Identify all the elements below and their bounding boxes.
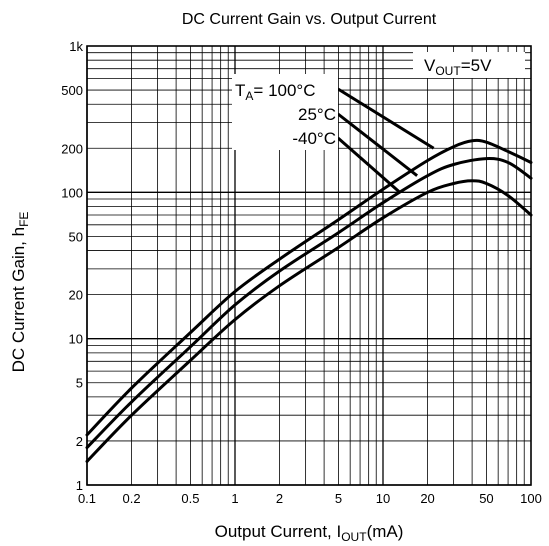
series-curves [85,138,533,463]
leader-line-25c [337,112,419,177]
series-labels: TA= 100°C 25°C -40°C [232,74,338,150]
series-label-25c: 25°C [298,105,336,124]
series-curve-minus40c [85,179,533,463]
y-axis-title: DC Current Gain, hFE [9,212,31,373]
x-tick-label: 50 [479,491,493,506]
series-label-100c: TA= 100°C [235,81,316,103]
y-tick-label: 50 [69,229,83,244]
x-tick-label: 0.2 [123,491,141,506]
y-tick-label: 10 [69,332,83,347]
y-tick-label: 20 [69,288,83,303]
x-tick-label: 5 [335,491,342,506]
x-tick-label: 100 [520,491,542,506]
leader-line-100c [337,87,435,150]
y-tick-label: 200 [61,141,83,156]
y-tick-label: 5 [76,376,83,391]
vout-condition-label: VOUT=5V [424,56,492,78]
y-tick-label: 1k [69,39,83,54]
plot-frame [86,45,532,486]
x-tick-label: 1 [231,491,238,506]
x-axis-title: Output Current, IOUT(mA) [215,522,404,544]
y-tick-label: 500 [61,83,83,98]
series-label-minus40c: -40°C [292,129,336,148]
condition-legend-box: VOUT=5V [413,52,525,78]
y-tick-label: 1 [76,478,83,493]
y-tick-label: 100 [61,185,83,200]
x-tick-label: 10 [376,491,390,506]
x-tick-label: 2 [276,491,283,506]
y-tick-labels: 1 2 5 10 20 50 100 200 500 1k [61,39,83,493]
y-tick-label: 2 [76,434,83,449]
leader-line-minus40c [337,136,401,194]
x-tick-label: 0.1 [78,491,96,506]
series-curve-100c [85,138,533,437]
x-tick-label: 0.5 [181,491,199,506]
x-tick-labels: 0.1 0.2 0.5 1 2 5 10 20 50 100 [78,491,542,506]
series-leader-lines [337,87,435,194]
series-curve-25c [85,157,533,450]
chart-title: DC Current Gain vs. Output Current [182,11,437,28]
x-tick-label: 20 [420,491,434,506]
